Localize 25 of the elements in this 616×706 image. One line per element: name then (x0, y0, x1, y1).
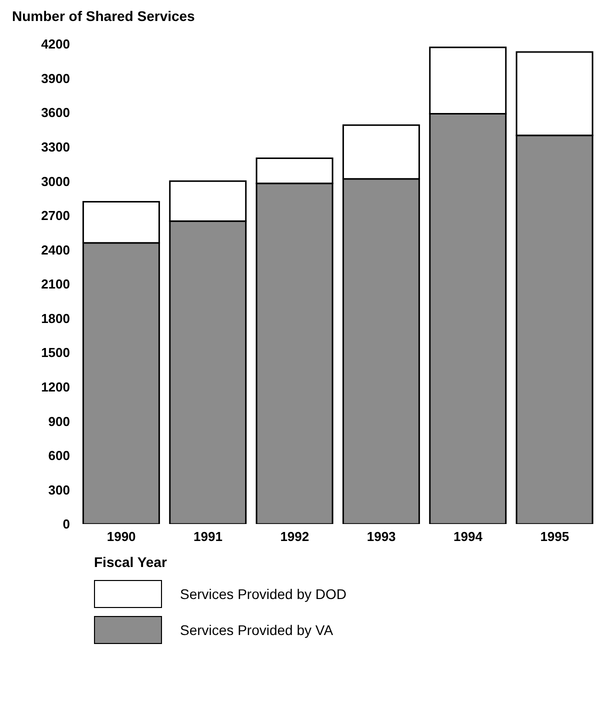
x-tick-label: 1991 (194, 529, 222, 544)
legend-label: Services Provided by DOD (180, 586, 347, 602)
y-tick-label: 3900 (41, 70, 70, 86)
x-tick-label: 1992 (280, 529, 310, 544)
y-tick-label: 2400 (41, 242, 70, 258)
x-tick-label: 1994 (454, 529, 484, 544)
x-axis-title: Fiscal Year (94, 554, 168, 570)
legend-label: Services Provided by VA (180, 622, 334, 638)
y-tick-label: 1500 (41, 345, 70, 360)
x-tick-label: 1995 (540, 529, 570, 544)
y-tick-label: 3600 (41, 105, 70, 120)
y-tick-label: 600 (48, 448, 70, 464)
y-tick-label: 0 (62, 516, 70, 532)
y-tick-label: 4200 (41, 36, 70, 52)
x-tick-label: 1990 (106, 529, 136, 544)
y-tick-label: 300 (48, 482, 70, 498)
y-axis-title: Number of Shared Services (12, 8, 196, 24)
y-tick-label: 900 (48, 414, 70, 429)
y-tick-label: 1200 (41, 379, 70, 394)
y-tick-label: 3000 (41, 174, 70, 189)
y-tick-label: 2700 (41, 208, 70, 224)
y-tick-label: 1800 (41, 310, 70, 326)
x-tick-label: 1993 (366, 529, 396, 544)
y-tick-label: 2100 (41, 276, 70, 292)
y-tick-label: 3300 (41, 139, 70, 154)
